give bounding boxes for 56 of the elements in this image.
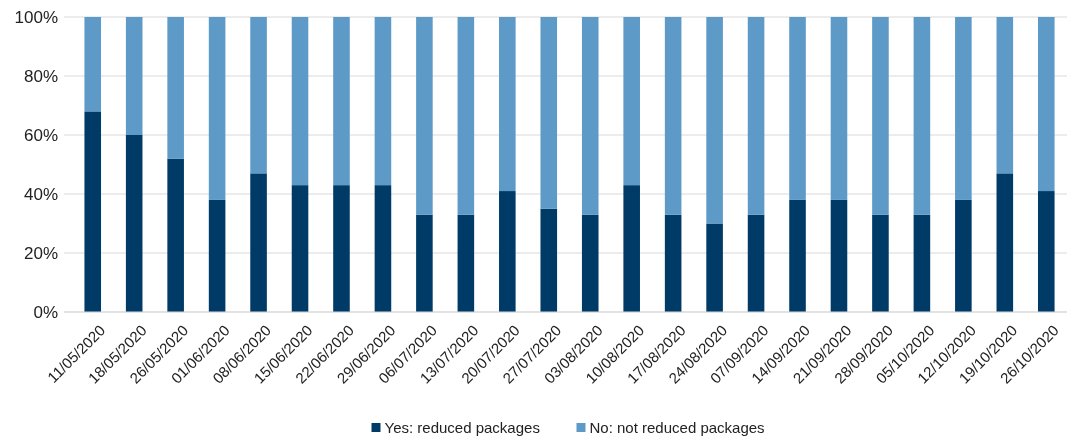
bar xyxy=(789,199,806,312)
bar xyxy=(872,214,889,312)
bar xyxy=(789,17,806,200)
bar xyxy=(416,214,433,312)
bar xyxy=(664,214,682,312)
bar xyxy=(996,17,1014,174)
bar xyxy=(333,185,350,312)
bar xyxy=(664,17,682,215)
bar xyxy=(125,135,143,312)
y-tick-label: 80% xyxy=(23,66,58,86)
bar xyxy=(913,17,931,215)
bar xyxy=(706,223,723,312)
bar xyxy=(623,185,640,312)
y-tick-label: 0% xyxy=(33,302,58,322)
bar xyxy=(374,185,392,312)
bar xyxy=(872,17,889,215)
bar xyxy=(208,199,226,312)
bar xyxy=(830,17,848,200)
bar xyxy=(913,214,931,312)
bar xyxy=(623,17,640,186)
bar xyxy=(457,17,475,215)
bar xyxy=(208,17,226,200)
bar xyxy=(830,199,848,312)
bar xyxy=(955,17,972,200)
legend-label: No: not reduced packages xyxy=(589,419,765,437)
bar xyxy=(125,17,143,135)
bar xyxy=(416,17,433,215)
y-tick-label: 60% xyxy=(23,125,58,145)
bar xyxy=(167,158,184,312)
bar xyxy=(499,191,516,312)
bar xyxy=(706,17,723,224)
y-tick-label: 20% xyxy=(23,243,58,263)
bar xyxy=(333,17,350,186)
bar xyxy=(581,214,599,312)
bar xyxy=(1037,191,1055,312)
bar xyxy=(291,185,309,312)
bar xyxy=(996,173,1014,312)
bar xyxy=(540,17,558,209)
legend-label: Yes: reduced packages xyxy=(384,419,540,437)
y-tick-label: 40% xyxy=(23,184,58,204)
y-tick-label: 100% xyxy=(14,7,58,27)
bar xyxy=(747,214,765,312)
bar xyxy=(1037,17,1055,192)
bar xyxy=(540,208,558,312)
bar xyxy=(499,17,516,192)
bar xyxy=(84,17,102,112)
bar xyxy=(167,17,184,159)
bar xyxy=(291,17,309,186)
bar xyxy=(374,17,392,186)
bar xyxy=(955,199,972,312)
bar xyxy=(84,111,102,312)
bar xyxy=(457,214,475,312)
bar xyxy=(250,173,267,312)
bar xyxy=(581,17,599,215)
bar xyxy=(747,17,765,215)
bar xyxy=(250,17,267,174)
